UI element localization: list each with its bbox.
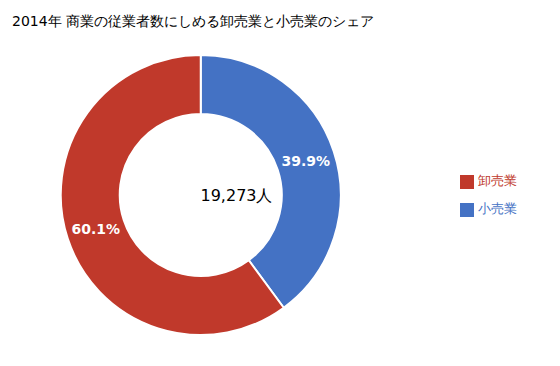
html-text:2014年 商業の従業者数にしめる卸売業と小売業のシェア: 2014年 商業の従業者数にしめる卸売業と小売業のシェア <box>12 13 375 29</box>
html-text:卸売業: 卸売業 <box>478 173 517 188</box>
svg-text:60.1%: 60.1% <box>71 221 120 237</box>
svg-text:39.9%: 39.9% <box>281 153 330 169</box>
html-text:小売業: 小売業 <box>478 201 517 216</box>
svg-text:19,273人: 19,273人 <box>201 186 273 205</box>
